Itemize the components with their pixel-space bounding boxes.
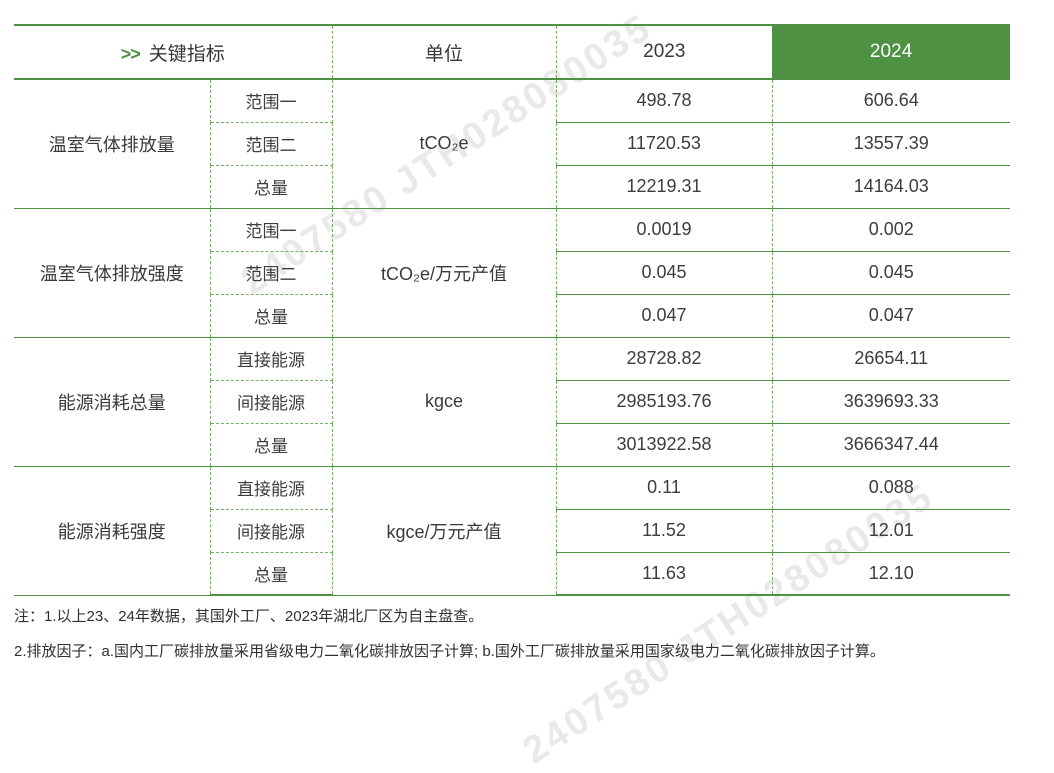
sub-indicator: 总量	[210, 294, 333, 338]
value-2024: 13557.39	[772, 122, 1011, 166]
year-2023-header: 2023	[556, 24, 773, 80]
value-2023: 28728.82	[556, 337, 773, 381]
value-2023: 11720.53	[556, 122, 773, 166]
table-row: 总量 0.047 0.047	[14, 294, 1011, 338]
value-2024: 12.10	[772, 552, 1011, 596]
kpi-table: >> 关键指标 单位 2023 2024 温室气体排放量 范围一 tCO₂e 49…	[14, 24, 1011, 596]
table-row: 总量 3013922.58 3666347.44	[14, 423, 1011, 467]
value-2023: 498.78	[556, 79, 773, 123]
table-row: 温室气体排放量 范围一 tCO₂e 498.78 606.64	[14, 79, 1011, 209]
table-row: 温室气体排放强度 范围一 tCO₂e/万元产值 0.0019 0.002	[14, 208, 1011, 338]
table-row: 范围二 11720.53 13557.39	[14, 122, 1011, 166]
value-2024: 14164.03	[772, 165, 1011, 209]
sub-indicator: 范围二	[210, 251, 333, 295]
table-row: 间接能源 2985193.76 3639693.33	[14, 380, 1011, 424]
value-2023: 11.52	[556, 509, 773, 553]
value-2024: 0.002	[772, 208, 1011, 252]
table-row: 范围二 0.045 0.045	[14, 251, 1011, 295]
value-2024: 606.64	[772, 79, 1011, 123]
group-name-energy-intensity: 能源消耗强度	[14, 466, 211, 596]
unit-header: 单位	[332, 24, 557, 80]
value-2023: 0.11	[556, 466, 773, 510]
table-row: 能源消耗总量 直接能源 kgce 28728.82 26654.11	[14, 337, 1011, 467]
sub-indicator: 总量	[210, 552, 333, 596]
value-2024: 0.047	[772, 294, 1011, 338]
sub-indicator: 间接能源	[210, 380, 333, 424]
value-2024: 3639693.33	[772, 380, 1011, 424]
value-2023: 0.0019	[556, 208, 773, 252]
value-2023: 0.045	[556, 251, 773, 295]
group-name-energy-total: 能源消耗总量	[14, 337, 211, 467]
sub-indicator: 总量	[210, 165, 333, 209]
sub-indicator: 范围一	[210, 208, 333, 252]
sub-indicator: 直接能源	[210, 337, 333, 381]
indicator-header-cell: >> 关键指标	[14, 24, 333, 80]
value-2024: 0.088	[772, 466, 1011, 510]
double-chevron-icon: >>	[120, 43, 141, 64]
sub-indicator: 总量	[210, 423, 333, 467]
table-row: 能源消耗强度 直接能源 kgce/万元产值 0.11 0.088	[14, 466, 1011, 596]
value-2024: 3666347.44	[772, 423, 1011, 467]
group-name-ghg-intensity: 温室气体排放强度	[14, 208, 211, 338]
unit-cell: tCO₂e	[332, 79, 557, 209]
table-header-row: >> 关键指标 单位 2023 2024	[14, 24, 1011, 80]
value-2024: 12.01	[772, 509, 1011, 553]
table-row: 总量 11.63 12.10	[14, 552, 1011, 596]
value-2023: 2985193.76	[556, 380, 773, 424]
table-row: 总量 12219.31 14164.03	[14, 165, 1011, 209]
footnote-1: 注：1.以上23、24年数据，其国外工厂、2023年湖北厂区为自主盘查。	[14, 608, 484, 625]
footnotes: 注：1.以上23、24年数据，其国外工厂、2023年湖北厂区为自主盘查。 2.排…	[14, 606, 1044, 676]
unit-cell: kgce	[332, 337, 557, 467]
value-2023: 12219.31	[556, 165, 773, 209]
indicator-header-label: 关键指标	[148, 43, 225, 65]
value-2023: 0.047	[556, 294, 773, 338]
year-2024-header: 2024	[772, 24, 1011, 80]
footnote-2: 2.排放因子：a.国内工厂碳排放量采用省级电力二氧化碳排放因子计算; b.国外工…	[14, 643, 885, 660]
sub-indicator: 范围一	[210, 79, 333, 123]
unit-cell: kgce/万元产值	[332, 466, 557, 596]
group-name-ghg-emissions: 温室气体排放量	[14, 79, 211, 209]
sub-indicator: 直接能源	[210, 466, 333, 510]
value-2024: 26654.11	[772, 337, 1011, 381]
value-2024: 0.045	[772, 251, 1011, 295]
table-row: 间接能源 11.52 12.01	[14, 509, 1011, 553]
value-2023: 3013922.58	[556, 423, 773, 467]
unit-cell: tCO₂e/万元产值	[332, 208, 557, 338]
sub-indicator: 范围二	[210, 122, 333, 166]
sub-indicator: 间接能源	[210, 509, 333, 553]
value-2023: 11.63	[556, 552, 773, 596]
